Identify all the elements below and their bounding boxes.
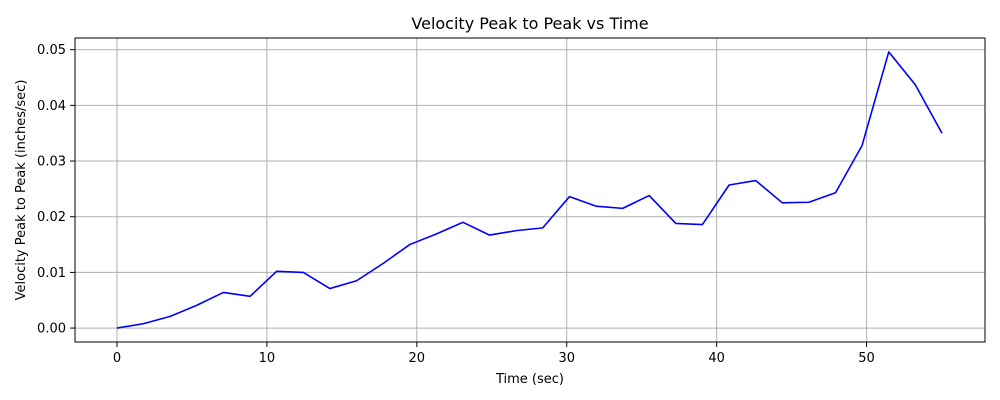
x-axis-label: Time (sec) [495,372,564,387]
y-axis-ticks: 0.00 0.01 0.02 0.03 0.04 0.05 [37,43,75,337]
chart-title: Velocity Peak to Peak vs Time [411,14,648,33]
y-tick-label: 0.02 [37,210,66,225]
x-tick-label: 40 [708,351,725,366]
x-tick-label: 0 [113,351,121,366]
x-tick-label: 30 [558,351,575,366]
series-line [116,51,943,329]
y-tick-label: 0.04 [37,99,66,114]
y-tick-label: 0.01 [37,266,66,281]
y-tick-label: 0.00 [37,322,66,337]
plot-frame [74,37,986,343]
y-axis-label: Velocity Peak to Peak (inches/sec) [14,80,29,301]
y-tick-label: 0.03 [37,155,66,170]
series-lines [116,51,943,329]
y-tick-label: 0.05 [37,43,66,58]
x-tick-label: 20 [409,351,426,366]
x-axis-ticks: 0 10 20 30 40 50 [113,342,875,366]
grid [75,38,985,342]
x-tick-label: 50 [858,351,875,366]
x-tick-label: 10 [259,351,276,366]
